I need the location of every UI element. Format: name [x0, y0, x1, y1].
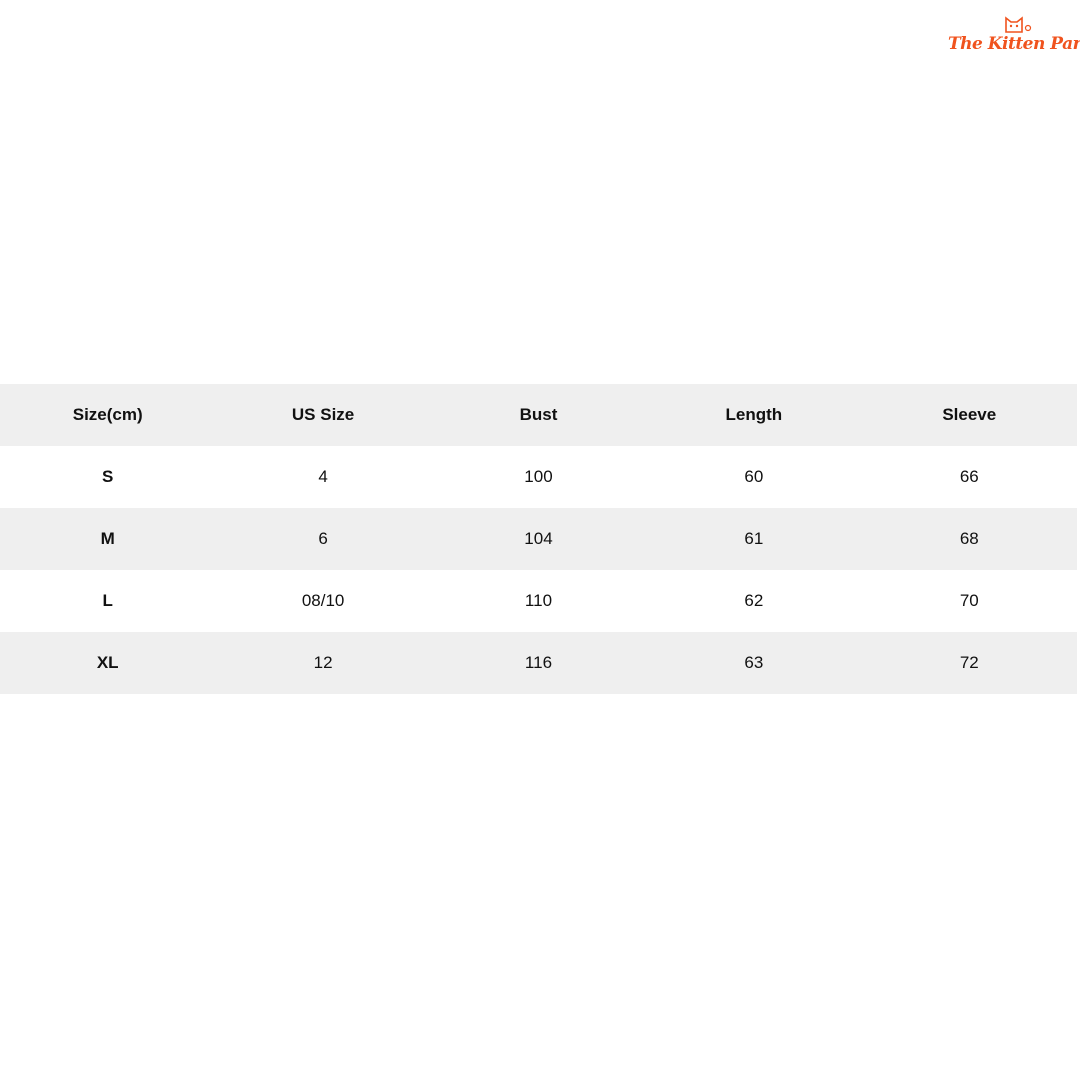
- header-cell: US Size: [291, 405, 355, 424]
- table-cell: 08/10: [301, 591, 345, 610]
- size-table: Size(cm) US Size Bust Length Sleeve S 4 100 60 6…: [0, 384, 1077, 694]
- table-cell: 62: [744, 591, 764, 610]
- table-row: M 6 104 61 68: [0, 508, 1077, 570]
- table-row: S 4 100 60 66: [0, 446, 1077, 508]
- header-cell: Sleeve: [942, 405, 997, 424]
- table-cell: 70: [959, 591, 979, 610]
- table-cell: L: [102, 591, 113, 610]
- logo-cat-icon: [1005, 16, 1032, 33]
- table-row: L 08/10 110 62 70: [0, 570, 1077, 632]
- table-cell: 68: [959, 529, 979, 548]
- table-cell: 110: [524, 591, 553, 610]
- logo-text: The Kitten Park: [948, 34, 1080, 54]
- table-cell: 66: [959, 467, 979, 486]
- table-cell: 104: [524, 529, 553, 548]
- header-cell: Bust: [519, 405, 558, 424]
- table-cell: 61: [744, 529, 764, 548]
- table-cell: 100: [524, 467, 553, 486]
- table-row: XL 12 116 63 72: [0, 632, 1077, 694]
- table-cell: 63: [744, 653, 764, 672]
- table-cell: 72: [959, 653, 979, 672]
- header-cell: Size(cm): [72, 405, 143, 424]
- table-cell: S: [102, 467, 114, 486]
- table-body: S 4 100 60 66 M 6 104 61 68 L 08/10 110 62 70 XL 12 116 63…: [0, 446, 1077, 694]
- table-cell: XL: [96, 653, 119, 672]
- table-cell: 6: [318, 529, 328, 548]
- table-cell: M: [100, 529, 115, 548]
- table-cell: 60: [744, 467, 764, 486]
- table-cell: 12: [313, 653, 333, 672]
- logo: The Kitten Park: [948, 12, 1080, 68]
- table-cell: 4: [318, 467, 328, 486]
- table-cell: 116: [524, 653, 553, 672]
- header-cell: Length: [725, 405, 783, 424]
- header-row: Size(cm) US Size Bust Length Sleeve: [0, 384, 1077, 446]
